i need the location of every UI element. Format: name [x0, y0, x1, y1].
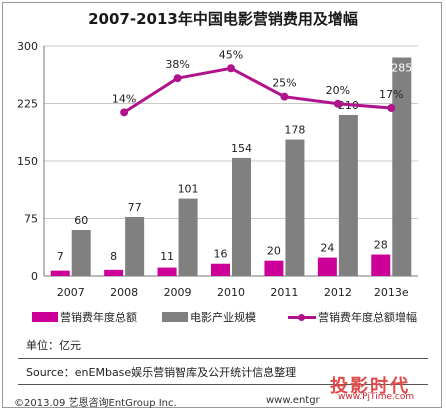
y-tick-label: 150 — [17, 155, 38, 168]
growth-point — [387, 104, 396, 113]
x-tick-label: 2009 — [164, 286, 192, 299]
bar-marketing-label: 11 — [160, 250, 174, 263]
bar-box-office — [178, 198, 198, 276]
bar-marketing-label: 20 — [267, 245, 281, 258]
growth-point — [227, 64, 235, 73]
bar-box-office-label: 77 — [128, 201, 142, 214]
bar-box-office — [285, 139, 305, 276]
x-tick-label: 2012 — [324, 286, 352, 299]
bar-box-office-label: 101 — [178, 183, 199, 196]
bar-box-office-label: 60 — [74, 214, 88, 227]
legend-box-office-label: 电影产业规模 — [190, 311, 256, 324]
x-tick-label: 2013e — [374, 286, 409, 299]
growth-label: 20% — [326, 84, 350, 97]
legend-box-office-swatch — [162, 312, 188, 322]
growth-line — [123, 66, 392, 114]
growth-label: 14% — [112, 92, 136, 105]
x-tick-label: 2011 — [270, 286, 298, 299]
legend-growth-label: 营销费年度总额增幅 — [318, 311, 417, 324]
bar-box-office-label: 154 — [231, 142, 252, 155]
growth-label: 17% — [379, 88, 403, 101]
x-tick-label: 2008 — [110, 286, 138, 299]
bar-box-office — [71, 230, 91, 276]
watermark-logo: 投影时代 — [330, 376, 410, 397]
bar-marketing — [211, 263, 230, 276]
growth-label: 25% — [272, 77, 296, 90]
bar-marketing — [317, 257, 337, 276]
chart-title: 2007-2013年中国电影营销费用及增幅 — [88, 10, 358, 28]
growth-point — [333, 99, 342, 108]
bar-marketing — [104, 269, 124, 276]
unit-label: 单位：亿元 — [26, 339, 81, 352]
legend-growth-swatch — [288, 312, 316, 322]
legend-marketing: 营销费年度总额 — [32, 309, 137, 325]
legend-marketing-label: 营销费年度总额 — [60, 311, 137, 324]
bar-box-office — [392, 57, 412, 276]
legend-growth: 营销费年度总额增幅 — [288, 309, 417, 325]
growth-point — [280, 92, 289, 101]
x-tick-label: 2010 — [217, 286, 245, 299]
y-tick-label: 300 — [17, 40, 38, 53]
site-url: www.entgr — [266, 395, 320, 406]
growth-point — [120, 108, 129, 117]
legend-box-office: 电影产业规模 — [162, 309, 256, 325]
bar-marketing — [157, 267, 177, 276]
bar-marketing-label: 24 — [320, 242, 334, 255]
y-tick-label: 225 — [17, 98, 38, 111]
bar-marketing-label: 8 — [110, 250, 117, 263]
bar-marketing — [50, 270, 70, 276]
y-tick-label: 0 — [31, 270, 38, 283]
bar-marketing-label: 28 — [374, 239, 388, 252]
bar-marketing-label: 16 — [214, 248, 228, 261]
bar-marketing-label: 7 — [57, 250, 64, 263]
growth-point — [173, 74, 182, 83]
divider — [18, 358, 428, 359]
legend-marketing-swatch — [32, 312, 58, 322]
y-tick-label: 75 — [24, 213, 38, 226]
x-tick-label: 2007 — [57, 286, 85, 299]
bar-box-office — [338, 115, 358, 276]
growth-label: 38% — [165, 58, 189, 71]
bar-marketing — [264, 260, 284, 276]
watermark-url: www.PjTime.com — [338, 392, 415, 402]
bar-box-office-label: 285 — [391, 62, 412, 75]
copyright-note: ©2013.09 艺恩咨询EntGroup Inc. — [14, 398, 177, 409]
bar-box-office — [232, 157, 251, 276]
bar-box-office — [125, 216, 145, 276]
bar-box-office-label: 178 — [284, 124, 305, 137]
bar-marketing — [371, 254, 391, 276]
divider — [18, 384, 428, 385]
source-note: Source：enEMbase娱乐营销智库及公开统计信息整理 — [26, 366, 297, 379]
growth-label: 45% — [219, 48, 243, 61]
